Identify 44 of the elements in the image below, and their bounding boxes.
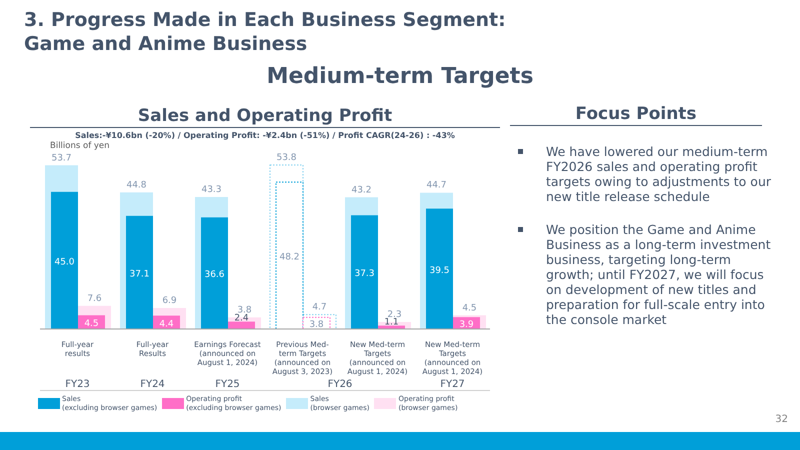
text: Focus Points [510,104,762,126]
data-label: 4.4 [159,319,174,330]
bar [378,326,405,329]
data-label: 3.8 [237,305,252,316]
data-label: 2.4 [234,314,249,324]
text: FY25 [214,379,241,390]
chart-title: Sales and Operating Profit [30,106,500,128]
text: We have lowered our medium-term FY2026 sales and operating profit targets owing to adjustments to our new title release schedule [546,144,771,204]
data-label: 43.2 [351,185,372,196]
text: 3. Progress Made in Each Business Segment: Game and Anime Business [24,8,506,56]
bar [201,217,228,329]
data-label: 7.6 [87,294,102,304]
data-label: 39.5 [429,266,450,276]
data-label: 3.9 [459,320,474,330]
text: FY24 [139,379,166,390]
text: 32 [775,414,788,425]
chart-subtitle: Sales:-¥10.6bn (-20%) / Operating Profit: -¥2.4bn (-51%) / Profit CAGR(24-26) : -43% [74,131,456,140]
data-label: 4.5 [84,319,99,330]
text: Medium-term Targets [266,64,534,89]
data-label: 48.2 [279,252,300,263]
bar [228,322,255,329]
data-label: 43.3 [201,185,222,196]
bar [426,208,453,329]
data-label: 6.9 [162,296,177,306]
data-label: 37.3 [354,269,375,280]
data-label: 3.8 [309,320,324,330]
text: FY27 [439,379,466,390]
data-label: 45.0 [54,257,75,268]
data-label: 53.8 [276,153,297,163]
data-label: 36.6 [204,270,225,280]
bar [126,216,153,329]
text: We position the Game and Anime Business as a long-term investment business, targeting long-term growth; until FY2027, we will focus on development of new titles and preparation for full-scale entry into the console market [546,222,771,327]
text: FY23 [64,379,91,390]
data-label: 53.7 [51,153,72,164]
y-axis-title: Billions of yen [50,141,111,151]
data-label: 4.7 [312,302,327,313]
data-label: 4.5 [462,303,477,314]
data-label: 44.7 [426,180,447,191]
data-label: 1.1 [384,318,399,328]
data-label: 44.8 [126,180,147,190]
data-label: 37.1 [129,269,150,280]
bar [351,215,378,329]
bar [51,192,78,329]
text: FY26 [326,379,354,390]
